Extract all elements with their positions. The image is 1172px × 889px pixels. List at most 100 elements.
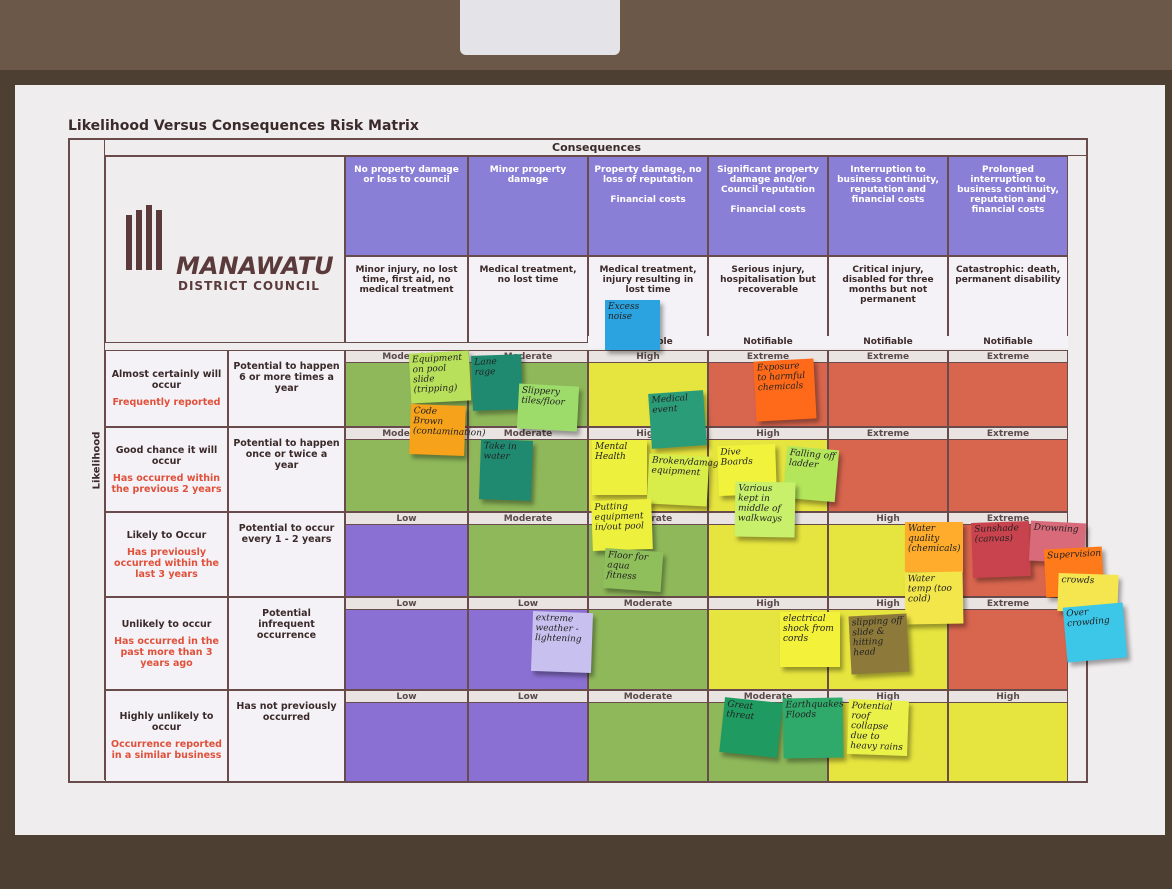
rating-label: Low — [345, 512, 468, 525]
sticky-note: Lane rage — [471, 354, 523, 411]
property-header: Property damage, no loss of reputation Fi… — [588, 156, 708, 256]
sticky-note: extreme weather - lightening — [530, 610, 594, 674]
property-text: Interruption to business continuity, rep… — [837, 165, 939, 205]
rating-label: High — [708, 597, 828, 610]
sticky-note: Slippery tiles/floor — [516, 383, 580, 432]
sticky-note: Various kept in middle of walkways — [734, 481, 796, 538]
frequency-cell: Potential to occur every 1 - 2 years — [228, 512, 345, 597]
rating-label: Extreme — [948, 350, 1068, 363]
rating-cell — [345, 597, 468, 690]
sticky-note: Sunshade (canvas) — [971, 521, 1031, 578]
history-text: Frequently reported — [112, 397, 221, 408]
sticky-note: Putting equipment in/out pool — [591, 498, 653, 552]
property-text: Prolonged interruption to business conti… — [957, 165, 1059, 215]
rating-label: High — [708, 427, 828, 440]
property-text: No property damage or loss to council — [354, 165, 459, 185]
consequences-label: Consequences — [105, 140, 1088, 156]
property-header: No property damage or loss to council — [345, 156, 468, 256]
sticky-note: Potential roof collapse due to heavy rai… — [847, 698, 909, 757]
rating-label: Low — [468, 690, 588, 703]
injury-header: Critical injury, disabled for three mont… — [828, 256, 948, 343]
likelihood-cell: Good chance it will occur Has occurred wi… — [105, 427, 228, 512]
sticky-note: Earthquakes Floods — [782, 697, 844, 759]
sticky-note: Broken/damaged equipment — [646, 453, 730, 507]
likelihood-cell: Highly unlikely to occur Occurrence repor… — [105, 690, 228, 782]
rating-label: High — [948, 690, 1068, 703]
rating-label: Extreme — [948, 597, 1068, 610]
sticky-note: Equipment on pool slide (tripping) — [408, 350, 472, 404]
rating-cell — [588, 690, 708, 782]
rating-cell — [828, 427, 948, 512]
sticky-note: Take in water — [478, 439, 534, 501]
rating-cell — [948, 597, 1068, 690]
likelihood-text: Almost certainly will occur — [111, 369, 222, 391]
property-header: Prolonged interruption to business conti… — [948, 156, 1068, 256]
likelihood-text: Likely to Occur — [126, 529, 207, 541]
frequency-cell: Potential to happen once or twice a year — [228, 427, 345, 512]
rating-label: Low — [345, 597, 468, 610]
sticky-note: Code Brown (contamination) — [409, 404, 486, 456]
sticky-note: Medical event — [648, 390, 707, 449]
projector — [460, 0, 620, 55]
sticky-note: Floor for aqua fitness — [602, 548, 664, 592]
frequency-cell: Has not previously occurred — [228, 690, 345, 782]
property-text: Minor property damage — [489, 165, 567, 185]
rating-label: Moderate — [468, 512, 588, 525]
logo-subtitle: DISTRICT COUNCIL — [178, 279, 320, 293]
rating-label: Low — [345, 690, 468, 703]
likelihood-text: Unlikely to occur — [121, 618, 212, 630]
rating-label: Moderate — [588, 690, 708, 703]
frequency-cell: Potential infrequent occurrence — [228, 597, 345, 690]
logo-mark — [126, 205, 162, 270]
sticky-note: Water quality (chemicals) — [905, 522, 963, 572]
likelihood-label: Likelihood — [91, 431, 103, 489]
history-text: Has occurred within the previous 2 years — [111, 472, 222, 495]
likelihood-cell: Likely to Occur Has previously occurred w… — [105, 512, 228, 597]
injury-header: Medical treatment, no lost time — [468, 256, 588, 343]
property-text: Property damage, no loss of reputation — [594, 165, 702, 185]
rating-cell — [345, 690, 468, 782]
sticky-note: Water temp (too cold) — [904, 571, 964, 625]
costs-text: Financial costs — [730, 205, 806, 215]
property-header: Interruption to business continuity, rep… — [828, 156, 948, 256]
likelihood-axis: Likelihood — [90, 140, 105, 780]
rating-label: Moderate — [588, 597, 708, 610]
sticky-note: slipping off slide & hitting head — [848, 613, 910, 675]
sticky-note: Mental Health — [592, 440, 647, 495]
rating-label: Extreme — [948, 427, 1068, 440]
sticky-note: Exposure to harmful chemicals — [753, 358, 817, 422]
likelihood-text: Good chance it will occur — [115, 444, 218, 467]
rating-cell — [345, 512, 468, 597]
logo: MANAWATU DISTRICT COUNCIL — [105, 156, 345, 343]
property-text: Significant property damage and/or Counc… — [717, 165, 819, 195]
notifiable: Notifiable — [948, 336, 1068, 348]
history-text: Has previously occurred within the last … — [114, 546, 219, 580]
rating-cell — [468, 690, 588, 782]
rating-label: Low — [468, 597, 588, 610]
notifiable: Notifiable — [828, 336, 948, 348]
likelihood-text: Highly unlikely to occur — [119, 711, 214, 733]
sticky-note: Great threat — [719, 697, 783, 758]
history-text: Occurrence reported in a similar busines… — [111, 739, 222, 761]
history-text: Has occurred in the past more than 3 yea… — [114, 635, 219, 669]
sticky-note: Excess noise — [605, 300, 660, 350]
injury-header: Catastrophic: death, permanent disabilit… — [948, 256, 1068, 343]
likelihood-cell: Almost certainly will occur Frequently re… — [105, 350, 228, 427]
costs-text: Financial costs — [610, 195, 686, 205]
rating-cell — [948, 690, 1068, 782]
sticky-note: Over crowding — [1062, 602, 1128, 663]
title: Likelihood Versus Consequences Risk Matr… — [68, 118, 419, 134]
rating-label: High — [588, 350, 708, 363]
injury-header: Serious injury, hospitalisation but reco… — [708, 256, 828, 343]
notifiable: Notifiable — [708, 336, 828, 348]
property-header: Minor property damage — [468, 156, 588, 256]
rating-label: Extreme — [828, 427, 948, 440]
frequency-cell: Potential to happen 6 or more times a ye… — [228, 350, 345, 427]
rating-cell — [468, 512, 588, 597]
sticky-note: electrical shock from cords — [780, 612, 840, 667]
frame — [68, 138, 1088, 783]
injury-header: Minor injury, no lost time, first aid, n… — [345, 256, 468, 343]
rating-label: Extreme — [828, 350, 948, 363]
property-header: Significant property damage and/or Counc… — [708, 156, 828, 256]
rating-cell — [588, 597, 708, 690]
